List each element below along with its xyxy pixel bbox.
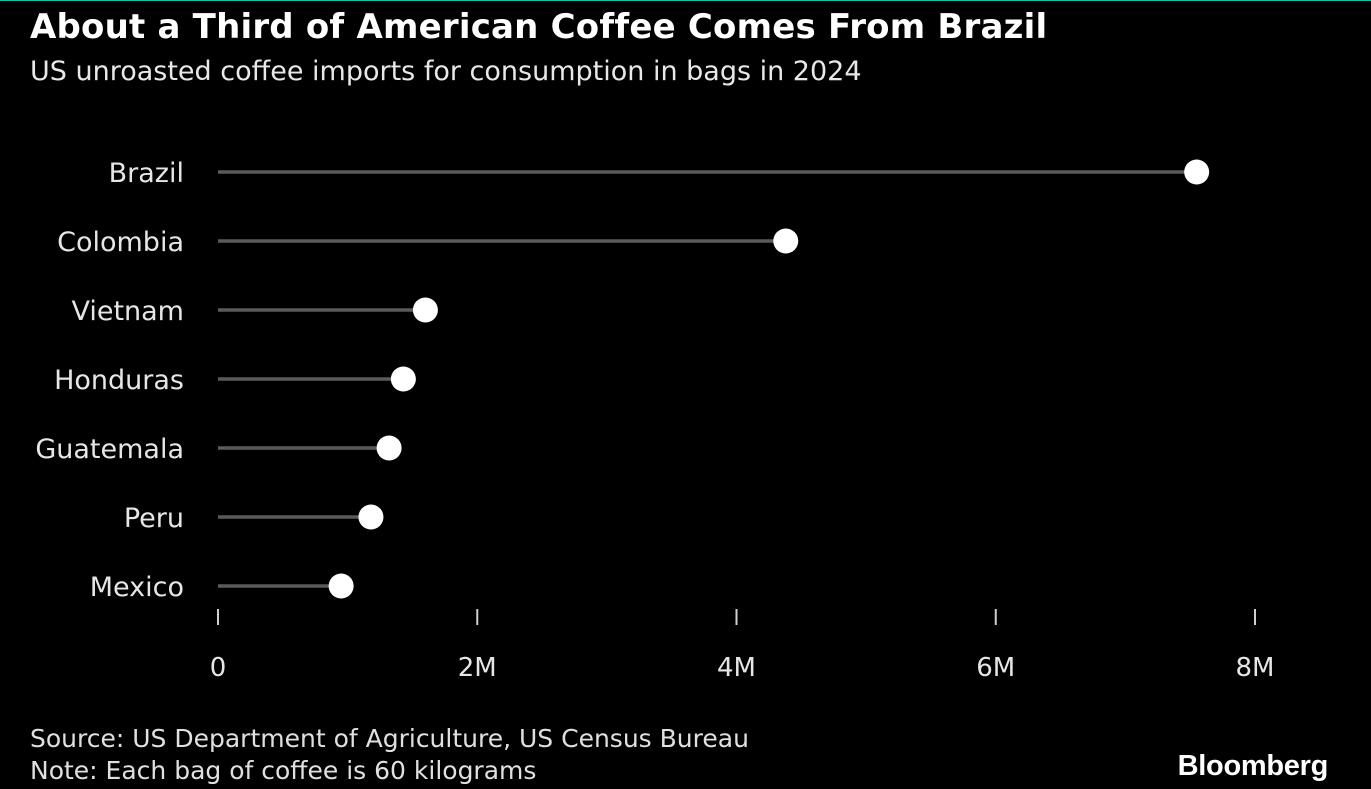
dot-brazil xyxy=(1184,159,1210,185)
x-tick-label-2: 4M xyxy=(717,653,756,683)
category-label-vietnam: Vietnam xyxy=(71,296,184,327)
chart-title: About a Third of American Coffee Comes F… xyxy=(30,7,1048,47)
chart-subtitle: US unroasted coffee imports for consumpt… xyxy=(30,56,862,87)
dot-vietnam xyxy=(412,297,438,323)
footnote: Note: Each bag of coffee is 60 kilograms xyxy=(30,756,537,785)
category-label-colombia: Colombia xyxy=(57,227,184,258)
x-tick-label-0: 0 xyxy=(210,653,227,683)
dot-mexico xyxy=(328,573,354,599)
category-label-mexico: Mexico xyxy=(90,572,184,603)
dot-honduras xyxy=(390,366,416,392)
x-tick-label-4: 8M xyxy=(1236,653,1275,683)
category-label-peru: Peru xyxy=(124,503,184,534)
category-label-guatemala: Guatemala xyxy=(35,434,184,465)
source-note: Source: US Department of Agriculture, US… xyxy=(30,724,749,753)
category-label-honduras: Honduras xyxy=(54,365,184,396)
category-label-brazil: Brazil xyxy=(109,158,184,189)
x-tick-label-1: 2M xyxy=(458,653,497,683)
dot-colombia xyxy=(773,228,799,254)
dot-guatemala xyxy=(376,435,402,461)
bloomberg-logo: Bloomberg xyxy=(1177,750,1329,782)
dot-peru xyxy=(358,504,384,530)
x-tick-label-3: 6M xyxy=(976,653,1015,683)
